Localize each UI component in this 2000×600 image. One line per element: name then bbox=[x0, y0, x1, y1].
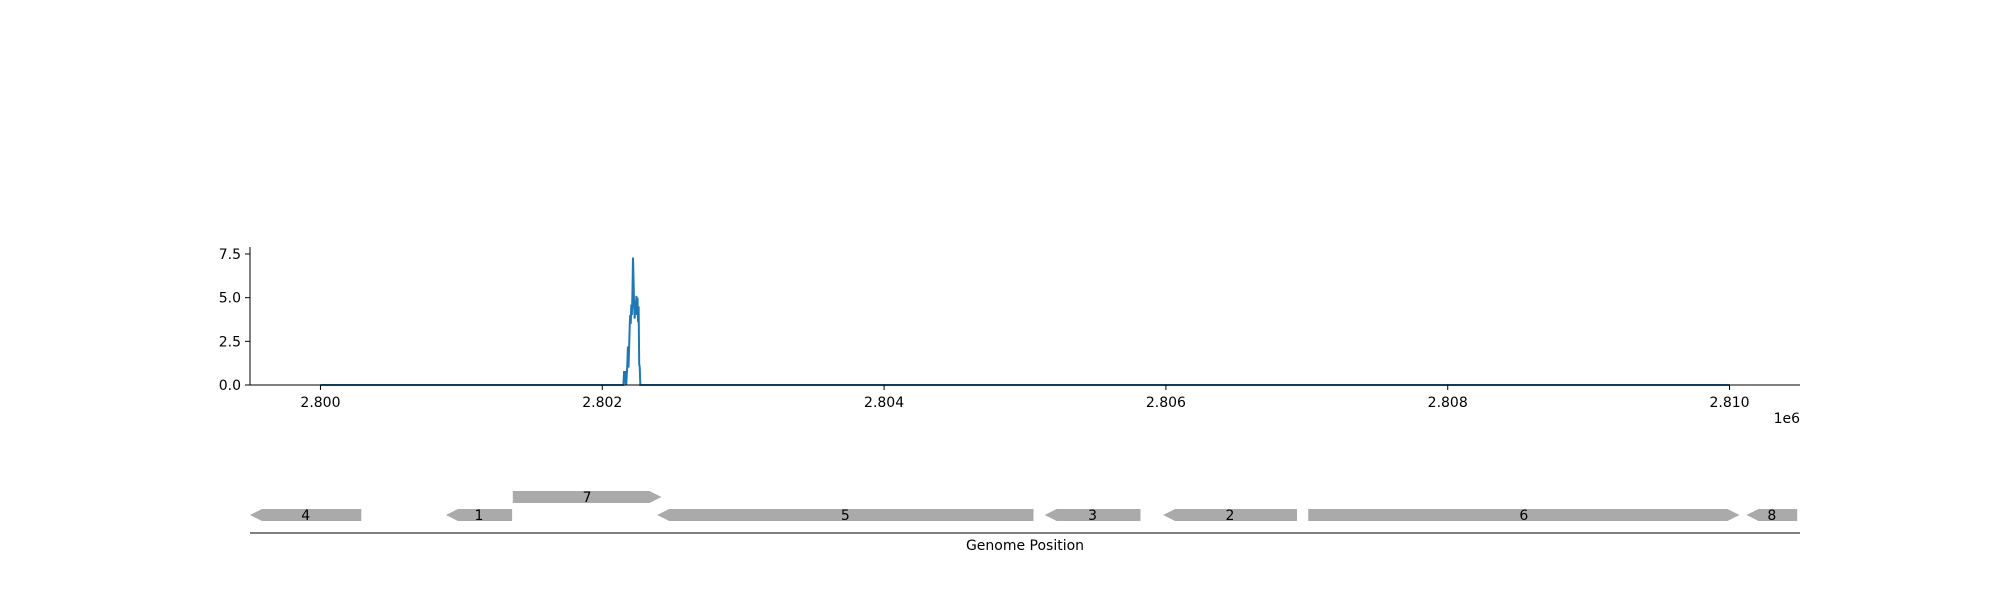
x-offset-label: 1e6 bbox=[1774, 411, 1801, 427]
coverage-plot bbox=[320, 257, 1730, 386]
gene-label: 1 bbox=[475, 508, 484, 524]
gene-arrow bbox=[445, 509, 513, 521]
gene-arrow bbox=[1746, 509, 1798, 521]
genes: 4 1 7 5 3 2 6 8 bbox=[250, 490, 1798, 524]
gene-arrow bbox=[1044, 509, 1141, 521]
y-tick-label: 0.0 bbox=[219, 378, 241, 394]
x-tick-label: 2.800 bbox=[300, 395, 340, 411]
y-ticks: 0.0 2.5 5.0 7.5 bbox=[219, 247, 250, 394]
x-tick-label: 2.806 bbox=[1146, 395, 1186, 411]
gene-arrow bbox=[250, 509, 362, 521]
gene-label: 4 bbox=[301, 508, 310, 524]
x-tick-label: 2.802 bbox=[582, 395, 622, 411]
gene-arrow bbox=[1163, 509, 1297, 521]
gene-track-xlabel: Genome Position bbox=[966, 538, 1084, 554]
gene-label: 6 bbox=[1519, 508, 1528, 524]
gene-label: 5 bbox=[841, 508, 850, 524]
x-tick-label: 2.808 bbox=[1428, 395, 1468, 411]
gene-arrow bbox=[512, 491, 662, 503]
y-tick-label: 5.0 bbox=[219, 291, 241, 307]
gene-label: 3 bbox=[1088, 508, 1097, 524]
gene-arrow bbox=[657, 509, 1034, 521]
gene-label: 2 bbox=[1226, 508, 1235, 524]
y-tick-label: 7.5 bbox=[219, 247, 241, 263]
coverage-chart: 2.800 2.802 2.804 2.806 2.808 2.810 0.0 2.5 5.0… bbox=[219, 247, 1800, 427]
y-tick-label: 2.5 bbox=[219, 334, 241, 350]
coverage-series-line bbox=[320, 257, 1730, 386]
x-ticks: 2.800 2.802 2.804 2.806 2.808 2.810 bbox=[300, 385, 1750, 411]
gene-arrow bbox=[1308, 509, 1740, 521]
gene-track: 4 1 7 5 3 2 6 8 Genome Position bbox=[250, 490, 1800, 554]
gene-label: 7 bbox=[583, 490, 592, 506]
x-tick-label: 2.810 bbox=[1709, 395, 1749, 411]
gene-label: 8 bbox=[1767, 508, 1776, 524]
x-tick-label: 2.804 bbox=[864, 395, 904, 411]
